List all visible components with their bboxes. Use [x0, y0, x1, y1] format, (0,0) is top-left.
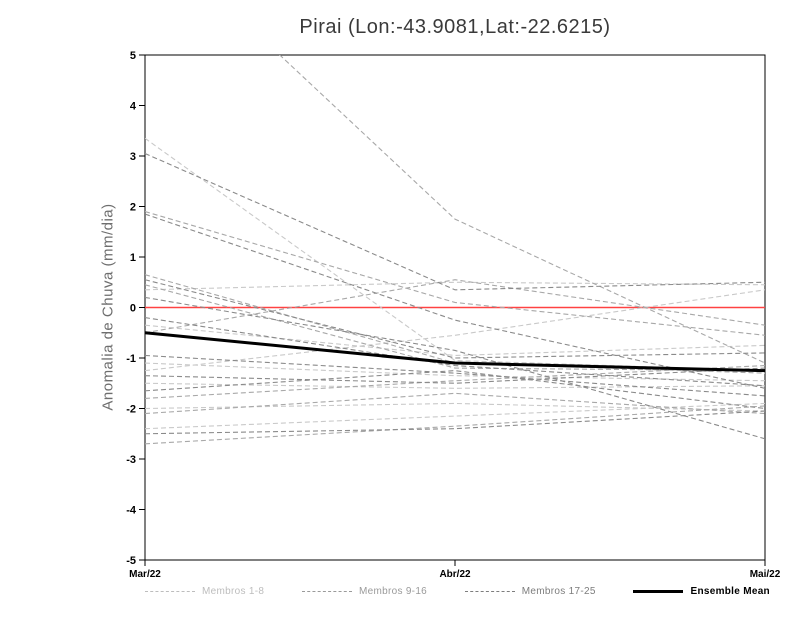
member-line [145, 289, 765, 372]
y-axis-ticks: 5 4 3 2 1 0 -1 -2 -3 -4 -5 [126, 50, 145, 567]
svg-text:5: 5 [130, 50, 136, 62]
svg-text:Abr/22: Abr/22 [439, 569, 471, 580]
x-axis-ticks: Mar/22 Abr/22 Mai/22 [129, 560, 781, 580]
member-line [145, 284, 765, 372]
svg-text:-2: -2 [126, 404, 136, 416]
member-line [145, 410, 765, 435]
legend-item-label: Membros 9-16 [358, 586, 428, 597]
legend-item: Membros 1-8 [145, 586, 264, 597]
svg-text:-5: -5 [126, 555, 136, 567]
svg-text:Mai/22: Mai/22 [750, 569, 781, 580]
member-line [145, 281, 765, 291]
svg-text:1: 1 [130, 252, 136, 264]
ensemble-members [145, 55, 765, 445]
svg-text:Mar/22: Mar/22 [129, 569, 161, 580]
svg-text:0: 0 [130, 303, 136, 315]
member-line [145, 152, 765, 291]
legend-line-sample [145, 591, 195, 592]
legend-line-sample [464, 591, 515, 592]
member-line [145, 402, 765, 412]
member-line [145, 279, 765, 359]
svg-text:-3: -3 [126, 454, 136, 466]
legend-line-sample [301, 591, 352, 592]
ensemble-mean-line [144, 331, 766, 373]
member-line [145, 354, 765, 397]
member-line [145, 137, 765, 372]
member-line [278, 55, 765, 364]
legend-item-label: Ensemble Mean [690, 586, 770, 597]
legend: Membros 1-8 Membros 9-16 Membros 17-25 Ense… [145, 586, 770, 597]
svg-text:-1: -1 [126, 353, 136, 365]
legend-line-sample [633, 590, 684, 593]
svg-text:2: 2 [130, 202, 136, 214]
legend-item-label: Membros 1-8 [202, 586, 265, 597]
chart-title: Pirai (Lon:-43.9081,Lat:-22.6215) [299, 16, 611, 38]
legend-item: Ensemble Mean [633, 586, 770, 597]
legend-item: Membros 17-25 [464, 586, 596, 597]
svg-text:4: 4 [130, 101, 137, 113]
member-line [145, 279, 765, 334]
member-line [145, 405, 765, 445]
svg-text:-4: -4 [126, 505, 137, 517]
legend-item: Membros 9-16 [301, 586, 428, 597]
member-line [145, 392, 765, 415]
member-line [145, 317, 765, 387]
legend-item-label: Membros 17-25 [521, 586, 596, 597]
member-line [145, 213, 765, 389]
member-line [145, 296, 765, 440]
svg-text:3: 3 [130, 151, 136, 163]
member-line [145, 211, 765, 336]
member-line [145, 382, 765, 389]
